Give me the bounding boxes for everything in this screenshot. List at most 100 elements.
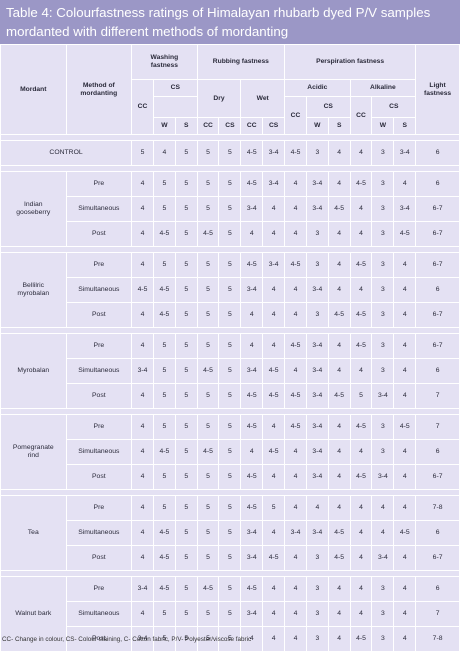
- rating-cell: 3-4: [262, 171, 286, 197]
- rating-cell: 4-5: [240, 140, 264, 166]
- rating-cell: 4: [284, 601, 307, 627]
- rating-cell: 4: [131, 383, 154, 409]
- rating-cell: 4: [131, 520, 154, 546]
- rating-cell: 4-5: [327, 196, 351, 222]
- rating-cell: 3-4: [240, 277, 264, 303]
- rating-cell: 6: [415, 576, 460, 602]
- rating-cell: 4: [393, 495, 417, 521]
- rating-cell: 5: [218, 520, 242, 546]
- rating-cell: 3-4: [305, 171, 329, 197]
- rating-cell: 4-5: [262, 439, 286, 465]
- header-dry-cs: CS: [218, 117, 242, 135]
- header-wet-cc: CC: [240, 117, 264, 135]
- rating-cell: 5: [152, 333, 176, 359]
- rating-cell: 3: [305, 221, 329, 247]
- rating-cell: 4: [131, 464, 154, 490]
- rating-cell: 4: [131, 171, 154, 197]
- rating-cell: 4-5: [240, 171, 264, 197]
- rating-cell: 4: [349, 196, 373, 222]
- header-washing-cs-spacer: [152, 96, 198, 118]
- rating-cell: 4-5: [349, 414, 373, 440]
- rating-cell: 5: [262, 495, 286, 521]
- rating-cell: 4-5: [152, 302, 176, 328]
- table-row: Post 4 5 5 5 5 4-5 4 4 3-4 4 4-5 3-4 4 6-7: [1, 464, 460, 490]
- rating-cell: 4: [284, 196, 307, 222]
- rating-cell: 3: [305, 140, 329, 166]
- rating-cell: 5: [152, 358, 176, 384]
- method-cell: Simultaneous: [65, 196, 133, 222]
- table-footnote: CC- Change in colour, CS- Colour stainin…: [2, 636, 252, 643]
- rating-cell: 6: [415, 277, 460, 303]
- rating-cell: 5: [196, 414, 220, 440]
- rating-cell: 4-5: [196, 576, 220, 602]
- rating-cell: 4: [262, 196, 286, 222]
- rating-cell: 3-4: [240, 601, 264, 627]
- rating-cell: 6: [415, 358, 460, 384]
- rating-cell: 4: [371, 520, 395, 546]
- rating-cell: 5: [152, 601, 176, 627]
- table-row: Simultaneous 4-5 4-5 5 5 5 3-4 4 4 3-4 4 4 3 4 6: [1, 277, 460, 303]
- rating-cell: 4-5: [240, 495, 264, 521]
- rating-cell: 4: [327, 464, 351, 490]
- method-cell: Simultaneous: [65, 520, 133, 546]
- rating-cell: 4: [131, 196, 154, 222]
- rating-cell: 3-4: [305, 358, 329, 384]
- header-mordant: Mordant: [0, 44, 67, 135]
- mordant-name: Bellilric myrobalan: [0, 252, 67, 328]
- rating-cell: 3-4: [305, 277, 329, 303]
- header-acidic-w: W: [305, 117, 329, 135]
- table-row: Simultaneous 4 5 5 5 5 3-4 4 4 3 4 4 3 4 7: [1, 601, 460, 627]
- rating-cell: 4: [131, 439, 154, 465]
- rating-cell: 3-4: [305, 439, 329, 465]
- rating-cell: 5: [131, 140, 154, 166]
- rating-cell: 4: [327, 171, 351, 197]
- rating-cell: 4-5: [262, 358, 286, 384]
- rating-cell: 4-5: [196, 358, 220, 384]
- rating-cell: 3-4: [305, 383, 329, 409]
- header-washing-cc: CC: [131, 79, 154, 135]
- rating-cell: 4: [393, 545, 417, 571]
- method-cell: Pre: [65, 414, 133, 440]
- rating-cell: 7: [415, 414, 460, 440]
- rating-cell: 5: [196, 601, 220, 627]
- rating-cell: 5: [174, 358, 198, 384]
- rating-cell: 3: [371, 333, 395, 359]
- rating-cell: 4-5: [240, 383, 264, 409]
- rating-cell: 6: [415, 171, 460, 197]
- rating-cell: 3-4: [262, 140, 286, 166]
- header-method: Method of mordanting: [65, 44, 133, 135]
- mordant-name: Indian gooseberry: [0, 171, 67, 247]
- table-row: Walnut bark Pre 3-4 4-5 5 4-5 5 4-5 4 4 3 4 4 3 4 6: [0, 576, 460, 652]
- header-alkaline-cc: CC: [349, 96, 373, 135]
- rating-cell: 5: [218, 383, 242, 409]
- rating-cell: 4: [349, 358, 373, 384]
- rating-cell: 4: [349, 221, 373, 247]
- rating-cell: 4: [327, 140, 351, 166]
- rating-cell: 4-5: [349, 333, 373, 359]
- rating-cell: 5: [152, 414, 176, 440]
- rating-cell: 4: [152, 140, 176, 166]
- header-acidic-cc: CC: [284, 96, 307, 135]
- rating-cell: 3: [371, 439, 395, 465]
- rating-cell: 4: [284, 464, 307, 490]
- rating-cell: 5: [218, 221, 242, 247]
- rating-cell: 4: [393, 333, 417, 359]
- rating-cell: 4: [262, 302, 286, 328]
- rating-cell: 4-5: [196, 439, 220, 465]
- rating-cell: 3-4: [240, 358, 264, 384]
- rating-cell: 4: [327, 414, 351, 440]
- rating-cell: 4-5: [240, 252, 264, 278]
- method-cell: Pre: [65, 495, 133, 521]
- rating-cell: 4: [349, 140, 373, 166]
- rating-cell: 4: [349, 520, 373, 546]
- rating-cell: 6-7: [415, 252, 460, 278]
- rating-cell: 3-4: [240, 196, 264, 222]
- rating-cell: 4: [305, 495, 329, 521]
- rating-cell: 4: [262, 601, 286, 627]
- rating-cell: 5: [174, 221, 198, 247]
- header-alkaline-cs: CS: [371, 96, 417, 118]
- header-alkaline: Alkaline: [349, 79, 417, 97]
- table-caption: Table 4: Colourfastness ratings of Himal…: [0, 0, 460, 44]
- rating-cell: 4: [393, 601, 417, 627]
- rating-cell: 4-5: [152, 576, 176, 602]
